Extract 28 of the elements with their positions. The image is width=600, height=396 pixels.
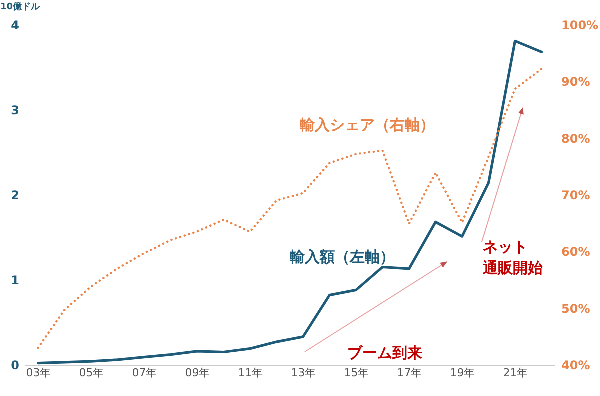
y-axis-title: 10億ドル [0,2,42,12]
x-tick-label: 09年 [185,366,210,380]
x-tick-label: 05年 [79,366,104,380]
y2-tick-label: 80% [562,132,590,146]
y-tick-label: 4 [11,18,20,32]
annotation: 通販開始 [482,259,544,277]
x-tick-label: 07年 [132,366,158,380]
series-label: 輸入シェア（右軸） [299,116,435,134]
annotation: ネット [483,238,528,256]
y2-tick-label: 40% [562,358,590,372]
y2-tick-label: 90% [562,75,590,90]
x-tick-label: 03年 [26,366,52,380]
y2-tick-label: 100% [562,18,599,32]
x-tick-label: 21年 [503,366,528,380]
x-tick-label: 19年 [450,366,476,380]
x-tick-label: 15年 [344,366,370,380]
series-label: 輸入額（左軸） [289,248,395,266]
y-tick-label: 0 [11,358,20,372]
y2-tick-label: 70% [562,188,590,202]
y-tick-label: 2 [11,188,20,202]
x-tick-label: 17年 [397,366,422,380]
y2-tick-label: 60% [562,245,590,260]
x-tick-label: 11年 [238,366,264,380]
y2-tick-label: 50% [562,302,590,316]
y-tick-label: 3 [11,104,20,118]
x-tick-label: 13年 [291,366,316,380]
annotation: ブーム到来 [348,344,422,362]
y-tick-label: 1 [11,274,20,288]
